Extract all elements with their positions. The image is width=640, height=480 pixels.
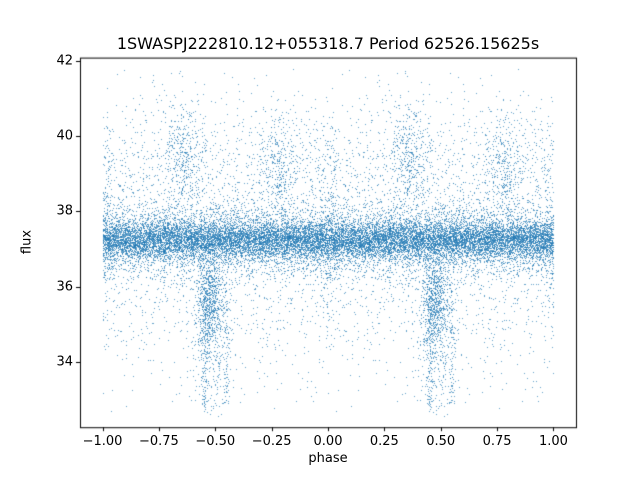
- y-tick-label-1: 36: [56, 279, 73, 295]
- y-tick-label-0: 34: [56, 354, 73, 370]
- x-tick-label-8: 1.00: [538, 434, 568, 449]
- x-axis-label: phase: [308, 451, 348, 466]
- x-tick-label-5: 0.25: [369, 434, 399, 449]
- x-tick-label-7: 0.75: [482, 434, 512, 449]
- y-tick-label-4: 42: [56, 53, 73, 69]
- y-axis-label: flux: [19, 229, 35, 255]
- x-tick-label-4: 0.00: [313, 434, 343, 449]
- y-tick-label-3: 40: [56, 128, 73, 144]
- y-tick-label-2: 38: [56, 203, 73, 219]
- x-tick-label-0: −1.00: [82, 434, 123, 449]
- x-tick-label-1: −0.75: [138, 434, 179, 449]
- chart-title: 1SWASPJ222810.12+055318.7 Period 62526.1…: [116, 34, 540, 53]
- x-tick-label-2: −0.50: [195, 434, 236, 449]
- x-tick-label-6: 0.50: [426, 434, 456, 449]
- x-tick-label-3: −0.25: [251, 434, 292, 449]
